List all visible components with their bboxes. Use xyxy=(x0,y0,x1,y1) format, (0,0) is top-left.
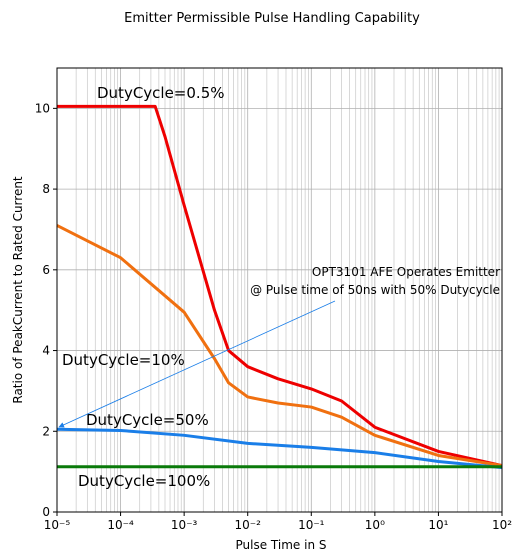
y-tick-label: 8 xyxy=(42,182,50,196)
series-label: DutyCycle=100% xyxy=(78,472,210,490)
series-label: DutyCycle=10% xyxy=(62,351,185,369)
x-axis-label: Pulse Time in S xyxy=(236,538,327,552)
annotation-arrow xyxy=(58,300,336,428)
y-tick-label: 4 xyxy=(42,344,50,358)
x-tick-label: 10⁰ xyxy=(365,518,385,532)
series-label: DutyCycle=0.5% xyxy=(97,84,225,102)
line-series xyxy=(56,224,503,468)
y-axis-label: Ratio of PeakCurrent to Rated Current xyxy=(11,176,25,404)
x-tick-label: 10⁻⁵ xyxy=(44,518,71,532)
y-tick-label: 2 xyxy=(42,424,50,438)
x-tick-label: 10⁻⁴ xyxy=(107,518,134,532)
series-label: DutyCycle=50% xyxy=(86,411,209,429)
x-tick-label: 10² xyxy=(492,518,512,532)
y-tick-label: 6 xyxy=(42,263,50,277)
y-tick-label: 10 xyxy=(35,101,50,115)
x-tick-label: 10⁻³ xyxy=(171,518,198,532)
y-tick-label: 0 xyxy=(42,505,50,519)
plot-frame xyxy=(56,67,503,513)
annotation: @ Pulse time of 50ns with 50% Dutycycle xyxy=(250,283,500,297)
x-tick-label: 10¹ xyxy=(428,518,448,532)
x-tick-label: 10⁻² xyxy=(235,518,262,532)
chart-title: Emitter Permissible Pulse Handling Capab… xyxy=(124,11,420,26)
line-series xyxy=(57,104,503,468)
line-series xyxy=(56,427,503,470)
annotation: OPT3101 AFE Operates Emitter xyxy=(312,265,500,279)
x-tick-label: 10⁻¹ xyxy=(298,518,325,532)
